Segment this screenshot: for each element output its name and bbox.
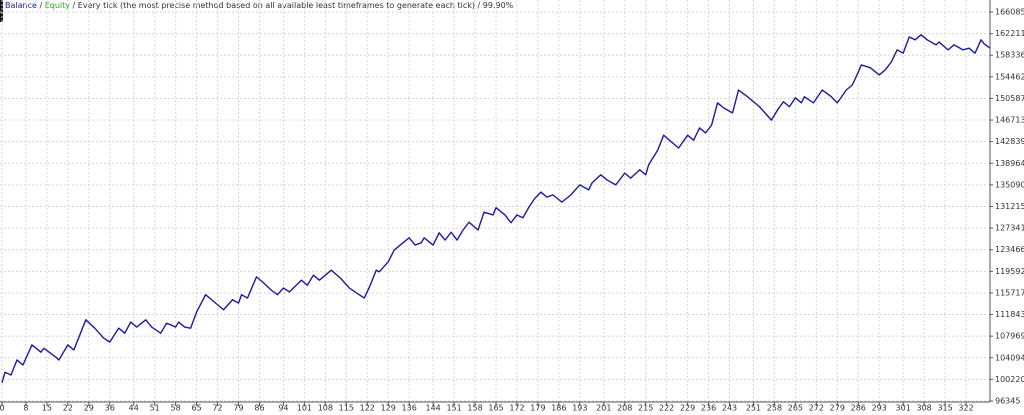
x-tick-label: 29: [84, 404, 94, 413]
x-tick-label: 165: [488, 404, 503, 413]
x-tick-label: 293: [872, 404, 887, 413]
x-tick-label: 243: [722, 404, 737, 413]
y-tick-label: 142839: [995, 137, 1024, 146]
x-tick-label: 279: [830, 404, 845, 413]
x-tick-label: 22: [63, 404, 73, 413]
y-tick-label: 135090: [995, 180, 1024, 189]
x-tick-label: 72: [212, 404, 222, 413]
x-tick-label: 258: [767, 404, 782, 413]
x-tick-label: 94: [278, 404, 288, 413]
x-tick-label: 44: [129, 404, 139, 413]
x-tick-label: 122: [360, 404, 375, 413]
y-tick-label: 111843: [995, 310, 1024, 319]
x-tick-label: 151: [446, 404, 461, 413]
x-tick-label: 272: [809, 404, 824, 413]
y-tick-label: 127341: [995, 224, 1024, 233]
x-tick-label: 322: [958, 404, 973, 413]
x-tick-label: 172: [509, 404, 524, 413]
balance-line: [1, 34, 991, 384]
x-tick-label: 144: [425, 404, 440, 413]
description: Every tick (the most precise method base…: [78, 1, 514, 10]
x-tick-label: 236: [701, 404, 716, 413]
y-tick-label: 100220: [995, 375, 1024, 384]
header: Balance / Equity / Every tick (the most …: [5, 1, 514, 10]
x-tick-label: 79: [233, 404, 243, 413]
x-tick-label: 158: [467, 404, 482, 413]
x-tick-label: 193: [572, 404, 587, 413]
x-tick-label: 136: [402, 404, 417, 413]
x-tick-label: 15: [42, 404, 52, 413]
y-tick-label: 131215: [995, 202, 1024, 211]
x-tick-label: 115: [339, 404, 354, 413]
x-tick-label: 0: [0, 404, 5, 413]
y-tick-label: 96345: [995, 397, 1020, 406]
y-tick-label: 154462: [995, 72, 1024, 81]
y-tick-label: 150587: [995, 94, 1024, 103]
x-tick-label: 201: [596, 404, 611, 413]
y-tick-label: 138964: [995, 159, 1024, 168]
y-tick-label: 162211: [995, 29, 1024, 38]
x-tick-label: 301: [896, 404, 911, 413]
x-tick-label: 129: [381, 404, 396, 413]
separator: /: [39, 1, 42, 10]
y-tick-label: 166085: [995, 8, 1024, 17]
corner-marker: [0, 0, 3, 22]
x-tick-label: 58: [171, 404, 181, 413]
x-tick-label: 186: [551, 404, 566, 413]
x-tick-label: 108: [318, 404, 333, 413]
x-tick-label: 229: [680, 404, 695, 413]
x-tick-label: 215: [638, 404, 653, 413]
x-tick-label: 286: [851, 404, 866, 413]
x-tick-label: 51: [150, 404, 160, 413]
y-tick-label: 104094: [995, 353, 1024, 362]
legend-balance: Balance: [5, 1, 37, 10]
y-tick-label: 123466: [995, 245, 1024, 254]
x-tick-label: 36: [105, 404, 115, 413]
x-tick-label: 222: [659, 404, 674, 413]
x-tick-label: 179: [530, 404, 545, 413]
x-tick-label: 308: [916, 404, 931, 413]
y-tick-label: 158336: [995, 51, 1024, 60]
y-tick-label: 146713: [995, 116, 1024, 125]
x-tick-label: 101: [297, 404, 312, 413]
x-tick-label: 315: [937, 404, 952, 413]
x-tick-label: 208: [617, 404, 632, 413]
x-tick-label: 86: [254, 404, 264, 413]
y-tick-label: 119592: [995, 267, 1024, 276]
y-tick-label: 107969: [995, 332, 1024, 341]
x-tick-label: 251: [746, 404, 761, 413]
separator: /: [73, 1, 76, 10]
legend-equity: Equity: [45, 1, 71, 10]
x-tick-label: 265: [788, 404, 803, 413]
x-tick-label: 65: [192, 404, 202, 413]
x-tick-label: 8: [23, 404, 28, 413]
y-tick-label: 115717: [995, 288, 1024, 297]
